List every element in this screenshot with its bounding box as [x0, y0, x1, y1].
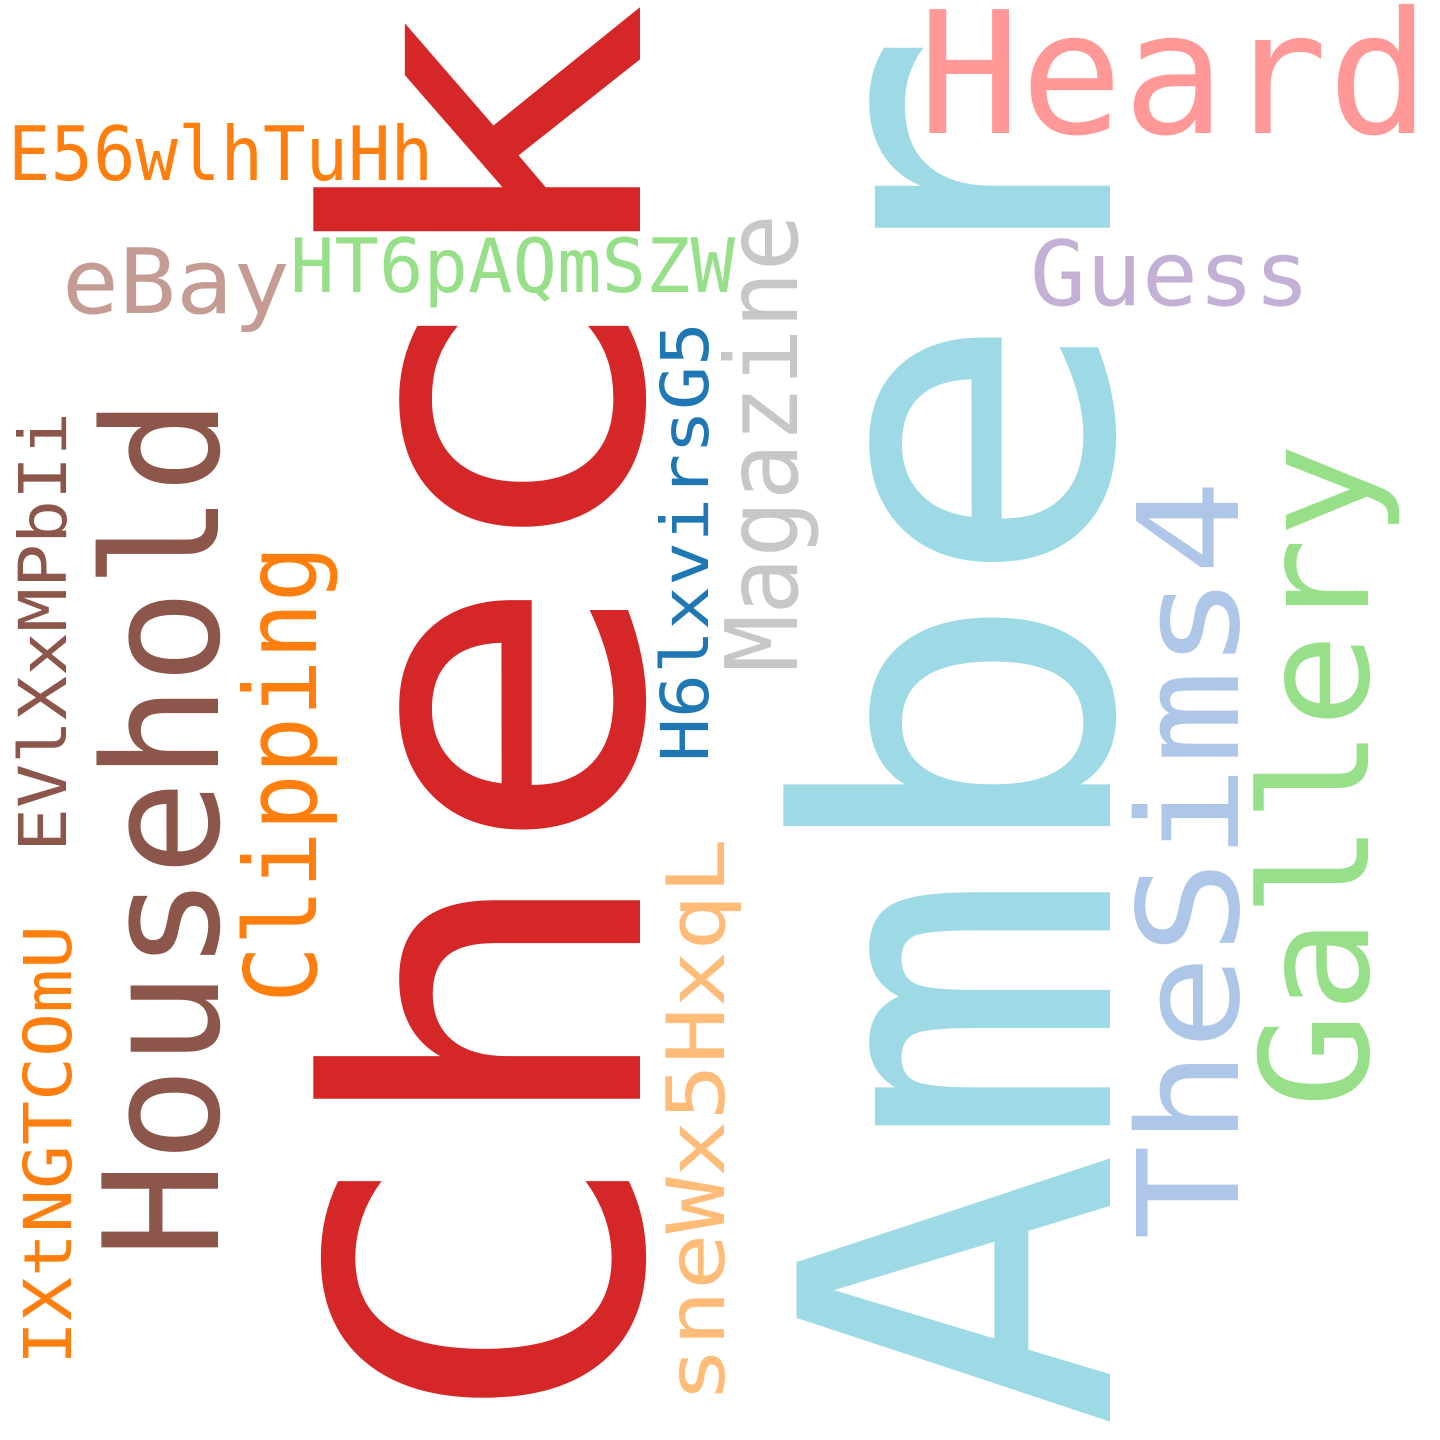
- word-household: Household: [69, 398, 256, 1258]
- word-guess: Guess: [1030, 222, 1310, 327]
- word-check: Check: [242, 0, 742, 1430]
- word-ht6paqmszw: HT6pAQmSZW: [290, 222, 736, 310]
- word-e56wlhtuhh: E56wlhTuHh: [8, 110, 433, 198]
- word-gallery: Gallery: [1230, 443, 1404, 1108]
- word-thesims4: TheSims4: [1109, 480, 1272, 1240]
- word-evlxxmpbii: EVlXxMPbIi: [5, 412, 82, 852]
- word-magazine: Magazine: [704, 214, 821, 672]
- word-heard: Heard: [918, 0, 1430, 174]
- word-ixtngtcomu: IXtNGTCOmU: [10, 925, 87, 1365]
- word-ebay: eBay: [62, 230, 290, 335]
- word-h6lxvirsg5: H6lxvirsG5: [647, 322, 724, 762]
- word-clipping: Clipping: [223, 545, 340, 1003]
- word-amber: Amber: [712, 30, 1212, 1430]
- word-snewx5hxql: sneWx5HxqL: [650, 838, 743, 1403]
